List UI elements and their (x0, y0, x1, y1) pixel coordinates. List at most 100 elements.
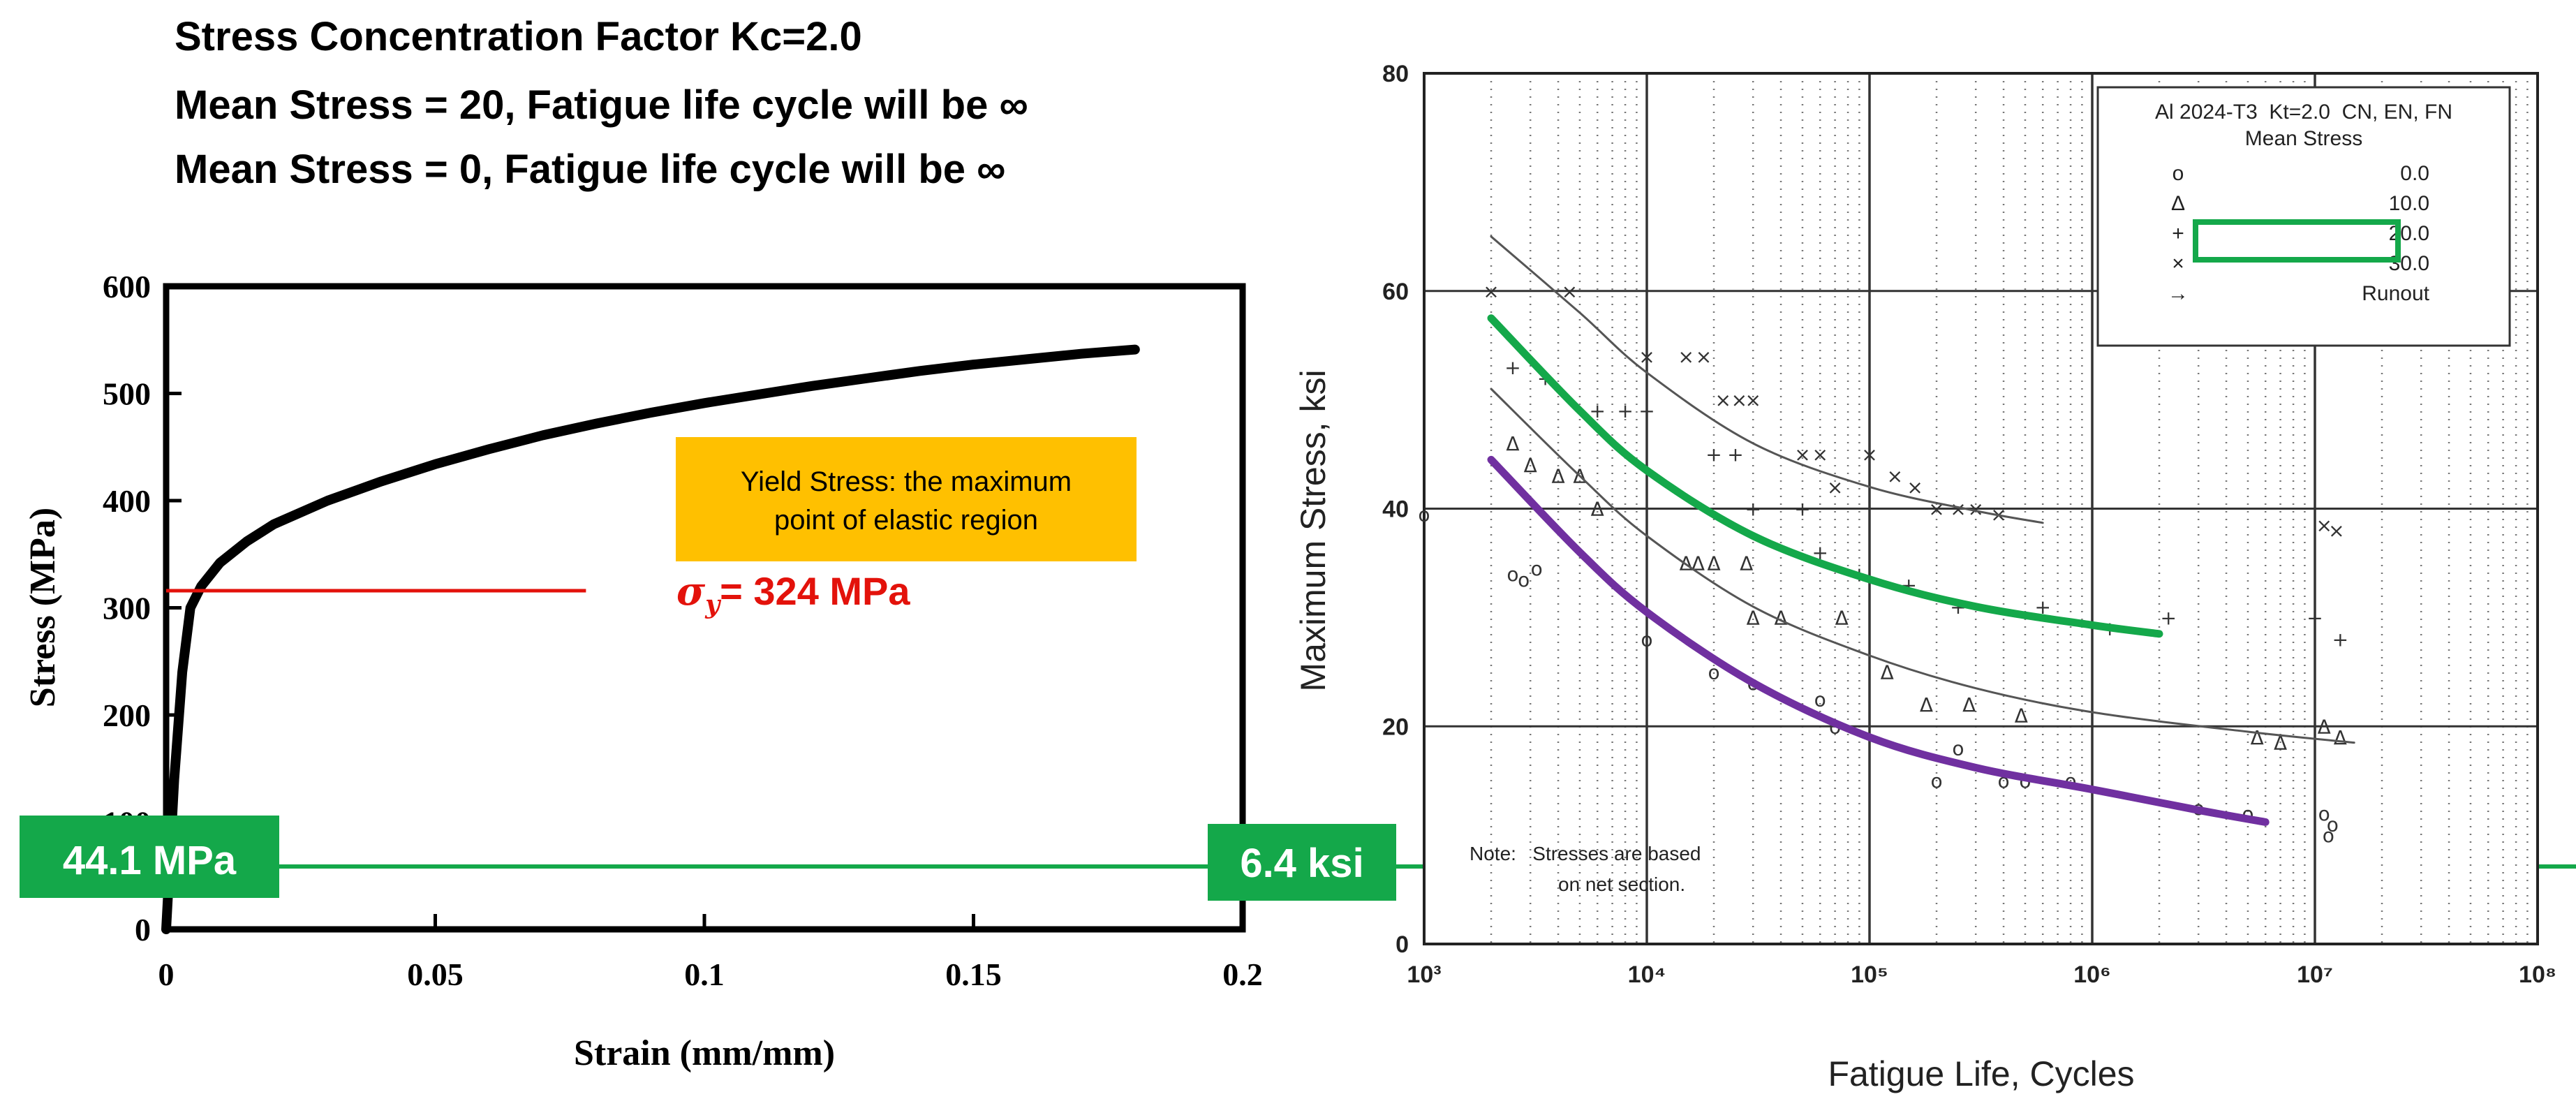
data-point-30.0: × (1907, 475, 1923, 499)
fatigue-legend: Al 2024-T3 Kt=2.0 CN, EN, FN Mean Stress… (2096, 86, 2511, 347)
left-y-tick-label: 0 (135, 912, 151, 947)
fit-curve (1487, 314, 2163, 638)
right-y-tick-label: 20 (1382, 714, 1409, 740)
left-x-tick-label: 0.1 (684, 957, 725, 992)
data-point-10.0: Δ (1740, 552, 1753, 575)
right-major-grid (1424, 73, 2538, 944)
data-point-10.0: Δ (1920, 693, 1933, 716)
legend-box (2096, 86, 2511, 347)
right-y-tick-label: 60 (1382, 279, 1409, 305)
yield-callout-box (676, 437, 1137, 561)
legend-marker: Δ (2171, 192, 2185, 215)
header-line-1: Stress Concentration Factor Kc=2.0 (175, 14, 862, 59)
legend-label: 30.0 (2389, 252, 2429, 275)
data-point-10.0: Δ (1707, 552, 1720, 575)
note-line-1: Note: Stresses are based (1470, 843, 1701, 864)
data-point-0.0: o (2318, 802, 2330, 825)
left-y-tick-label: 500 (103, 376, 151, 412)
data-point-10.0: Δ (2334, 726, 2347, 749)
data-point-0.0: o (1708, 661, 1719, 684)
data-point-20.0: + (1727, 443, 1743, 466)
data-point-20.0: + (2307, 606, 2323, 629)
right-x-tick-label: 10⁷ (2297, 961, 2333, 988)
legend-subtitle: Mean Stress (2245, 127, 2362, 150)
data-point-10.0: Δ (2274, 732, 2287, 755)
data-point-30.0: × (1827, 475, 1843, 499)
data-point-20.0: + (1589, 399, 1605, 422)
right-x-tick-label: 10⁴ (1628, 961, 1666, 988)
left-x-tick-label: 0.15 (945, 957, 1002, 992)
data-point-0.0: o (1531, 557, 1543, 580)
legend-marker: → (2168, 282, 2189, 305)
data-point-30.0: × (1638, 345, 1655, 368)
legend-highlight-box (2193, 219, 2401, 263)
data-point-10.0: Δ (1551, 465, 1564, 488)
data-point-0.0: o (1418, 503, 1430, 526)
right-y-tick-label: 0 (1396, 931, 1409, 958)
stress-strain-chart: 0100200300400500600 00.050.10.150.2 Stra… (23, 269, 1263, 1073)
data-point-20.0: + (1794, 498, 1810, 521)
data-point-0.0: o (2327, 813, 2339, 836)
data-point-0.0: o (2323, 824, 2334, 847)
data-point-20.0: + (1638, 399, 1655, 422)
data-point-0.0: o (1507, 563, 1518, 586)
sigma-subscript: y (704, 590, 721, 619)
data-point-30.0: × (1731, 389, 1747, 412)
left-y-ticks: 0100200300400500600 (103, 269, 182, 947)
left-y-axis-label: Stress (MPa) (23, 508, 63, 707)
legend-label: 20.0 (2389, 222, 2429, 245)
data-point-30.0: × (1745, 389, 1761, 412)
data-point-0.0: o (1952, 737, 1964, 760)
data-point-20.0: + (1745, 498, 1761, 521)
data-point-0.0: o (1814, 688, 1826, 711)
legend-label: Runout (2362, 282, 2429, 305)
mpa-value-box: 44.1 MPa (20, 816, 279, 898)
data-point-30.0: × (1950, 498, 1966, 521)
legend-label: 10.0 (2389, 192, 2429, 215)
data-point-10.0: Δ (1506, 432, 1519, 455)
data-point-20.0: + (1617, 399, 1633, 422)
data-point-0.0: o (1930, 769, 1942, 792)
data-point-20.0: + (2332, 628, 2348, 651)
right-x-tick-label: 10⁸ (2519, 961, 2556, 988)
left-y-tick-label: 300 (103, 591, 151, 626)
fit-curve (1490, 235, 2044, 524)
mpa-value-label: 44.1 MPa (63, 838, 237, 883)
right-x-tick-label: 10⁶ (2073, 961, 2110, 988)
data-point-10.0: Δ (1881, 661, 1894, 684)
legend-title: Al 2024-T3 Kt=2.0 CN, EN, FN (2155, 101, 2452, 124)
data-point-0.0: o (1518, 568, 1530, 591)
left-x-ticks: 0 0.05 0.1 0.15 0.2 (158, 914, 1263, 992)
header: Stress Concentration Factor Kc=2.0 Mean … (175, 14, 1028, 192)
data-point-20.0: + (1504, 356, 1520, 379)
data-point-30.0: × (1887, 465, 1903, 488)
data-point-10.0: Δ (1774, 606, 1787, 629)
left-y-tick-label: 600 (103, 269, 151, 304)
data-point-0.0: o (1641, 628, 1652, 651)
right-fit-curves (1487, 235, 2355, 826)
yield-callout-line-1: Yield Stress: the maximum (741, 466, 1072, 497)
fit-curve (1487, 455, 2270, 826)
data-point-30.0: × (1483, 280, 1499, 303)
data-point-10.0: Δ (2318, 715, 2331, 738)
data-point-10.0: Δ (1835, 606, 1849, 629)
data-point-10.0: Δ (1747, 606, 1760, 629)
data-point-30.0: × (2328, 519, 2344, 543)
right-x-ticks: 10³ 10⁴ 10⁵ 10⁶ 10⁷ 10⁸ (1407, 961, 2556, 988)
data-point-10.0: Δ (1962, 693, 1976, 716)
legend-marker: o (2172, 162, 2184, 185)
data-point-30.0: × (1696, 345, 1712, 368)
fatigue-sn-chart: 0 20 40 60 80 10³ 10⁴ 10⁵ 10⁶ 10⁷ 10⁸ Fatigue Lif… (1294, 61, 2556, 1093)
header-line-2: Mean Stress = 20, Fatigue life cycle wil… (175, 82, 1028, 128)
data-point-30.0: × (2316, 514, 2332, 537)
ksi-value-label: 6.4 ksi (1240, 841, 1363, 886)
data-point-30.0: × (1794, 443, 1810, 466)
sigma-symbol: σ (676, 568, 706, 614)
data-point-10.0: Δ (1591, 498, 1604, 521)
left-y-tick-label: 200 (103, 698, 151, 733)
right-x-tick-label: 10³ (1407, 961, 1441, 988)
data-point-30.0: × (1678, 345, 1694, 368)
stress-strain-curve (161, 344, 1140, 934)
right-y-axis-label: Maximum Stress, ksi (1294, 369, 1333, 691)
left-y-tick-label: 400 (103, 483, 151, 519)
